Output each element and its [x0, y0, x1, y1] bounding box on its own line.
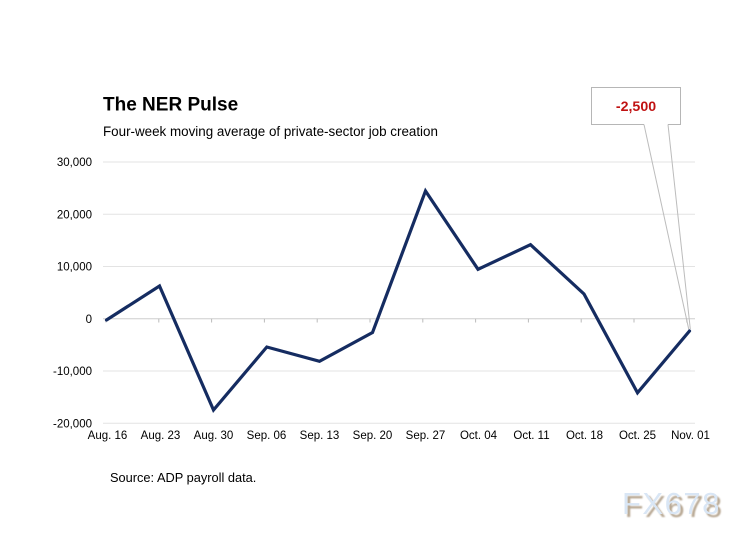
svg-text:Source: ADP payroll data.: Source: ADP payroll data. — [110, 470, 256, 485]
svg-text:The NER Pulse: The NER Pulse — [103, 95, 238, 116]
svg-text:FX678: FX678 — [622, 486, 721, 521]
svg-text:-10,000: -10,000 — [53, 366, 92, 378]
svg-text:30,000: 30,000 — [57, 157, 92, 169]
svg-text:Aug. 16: Aug. 16 — [88, 430, 128, 442]
svg-text:Oct. 18: Oct. 18 — [566, 430, 603, 442]
svg-text:-20,000: -20,000 — [53, 418, 92, 430]
svg-text:Nov. 01: Nov. 01 — [671, 430, 710, 442]
svg-text:0: 0 — [86, 314, 92, 326]
svg-text:Oct. 25: Oct. 25 — [619, 430, 656, 442]
svg-text:10,000: 10,000 — [57, 262, 92, 274]
svg-text:Oct. 04: Oct. 04 — [460, 430, 498, 442]
svg-text:Sep. 13: Sep. 13 — [300, 430, 340, 442]
svg-text:Sep. 20: Sep. 20 — [353, 430, 393, 442]
svg-text:-2,500: -2,500 — [616, 99, 656, 115]
svg-text:Sep. 27: Sep. 27 — [406, 430, 446, 442]
svg-text:Aug. 30: Aug. 30 — [194, 430, 234, 442]
svg-text:Oct. 11: Oct. 11 — [513, 430, 549, 442]
svg-text:Sep. 06: Sep. 06 — [247, 430, 287, 442]
svg-text:Aug. 23: Aug. 23 — [141, 430, 181, 442]
svg-text:Four-week moving average of pr: Four-week moving average of private-sect… — [103, 124, 438, 139]
svg-text:20,000: 20,000 — [57, 209, 92, 221]
svg-text:FX678: FX678 — [625, 489, 724, 524]
